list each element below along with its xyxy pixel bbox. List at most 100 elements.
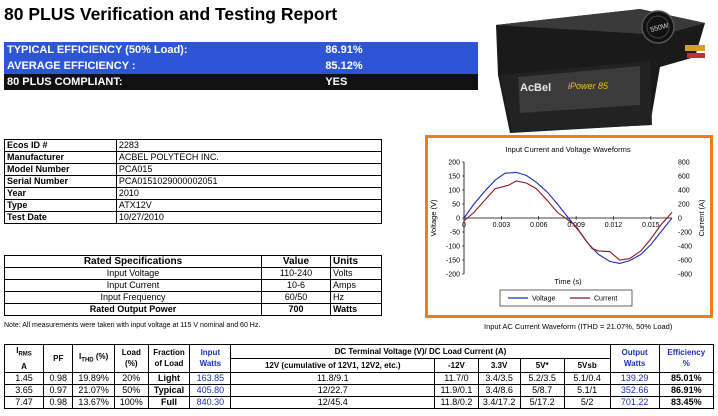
y2-tick-label: 0	[678, 216, 682, 223]
x-tick-label: 0	[462, 222, 466, 229]
output-cell: 139.29	[609, 371, 660, 385]
load-row-typical: 3.65 0.97 21.07% 50% Typical 405.80 12/2…	[3, 383, 715, 397]
fraction-cell: Full	[147, 395, 191, 409]
rated-row: Rated Output Power 700 Watts	[4, 303, 382, 316]
rated-row: Input Frequency 60/50 Hz	[4, 291, 382, 304]
rated-name: Rated Output Power	[4, 303, 262, 316]
y-tick-label: -150	[446, 258, 460, 265]
y-tick-label: -50	[450, 230, 460, 237]
efficiency-header: Efficiency%	[658, 344, 715, 373]
y-tick-label: -200	[446, 272, 460, 279]
y2-tick-label: 600	[678, 174, 690, 181]
load-row-light: 1.45 0.98 19.89% 20% Light 163.85 11.8/9…	[3, 371, 715, 385]
x-tick-label: 0.009	[567, 222, 585, 229]
v12-cell: 12/22.7	[230, 383, 436, 397]
info-row: Type ATX12V	[4, 199, 383, 212]
compliance-label: 80 PLUS COMPLIANT:	[4, 74, 322, 90]
info-value: 10/27/2010	[115, 211, 383, 224]
efficiency-cell: 83.45%	[658, 395, 715, 409]
rated-specifications-table: Rated Specifications Value Units Input V…	[4, 255, 382, 316]
info-row: Test Date 10/27/2010	[4, 211, 383, 224]
v12-cell: 11.8/9.1	[230, 371, 436, 385]
n12-cell: 11.9/0.1	[434, 383, 479, 397]
rated-header-row: Rated Specifications Value Units	[4, 255, 382, 268]
fraction-cell: Light	[147, 371, 191, 385]
info-label: Serial Number	[4, 175, 117, 188]
y2-tick-label: -200	[678, 230, 692, 237]
irms-cell: 7.47	[3, 395, 45, 409]
v33-cell: 3.4/3.5	[477, 371, 521, 385]
load-header-row: IRMS A PF ITHD (%) Load (%) Fraction of Loa…	[3, 344, 715, 373]
rated-name: Input Current	[4, 279, 262, 292]
v12-cell: 12/45.4	[230, 395, 436, 409]
y-tick-label: -100	[446, 244, 460, 251]
average-efficiency-label: AVERAGE EFFICIENCY :	[4, 58, 322, 74]
y-tick-label: 100	[448, 188, 460, 195]
v33-cell: 3.4/17.2	[477, 395, 521, 409]
efficiency-cell: 86.91%	[658, 383, 715, 397]
fraction-header: Fraction of Load	[147, 344, 191, 373]
input-watts-header: Input Watts	[189, 344, 232, 373]
pf-cell: 0.97	[43, 383, 74, 397]
y2-axis-label: Current (A)	[697, 199, 706, 237]
rated-value: 10-6	[261, 279, 331, 292]
irms-cell: 1.45	[3, 371, 45, 385]
typical-efficiency-row: TYPICAL EFFICIENCY (50% Load): 86.91%	[4, 42, 478, 58]
rated-unit: Watts	[330, 303, 382, 316]
load-cell: 20%	[113, 371, 149, 385]
v5-cell: 5/17.2	[519, 395, 565, 409]
rated-name: Input Voltage	[4, 267, 262, 280]
legend-voltage-label: Voltage	[532, 296, 555, 303]
info-row: Year 2010	[4, 187, 383, 200]
n12-cell: 11.8/0.2	[434, 395, 479, 409]
product-info-table: Ecos ID #2283 Manufacturer ACBEL POLYTECH…	[4, 139, 383, 224]
output-cell: 701.22	[609, 395, 660, 409]
y-axis-label: Voltage (V)	[429, 199, 438, 237]
output-cell: 352.66	[609, 383, 660, 397]
load-cell: 50%	[113, 383, 149, 397]
info-row: Serial Number PCA0151029000002051	[4, 175, 383, 188]
y-tick-label: 150	[448, 174, 460, 181]
info-value: 2283	[115, 139, 383, 152]
y-tick-label: 50	[452, 202, 460, 209]
x-axis-label: Time (s)	[554, 277, 582, 286]
load-cell: 100%	[113, 395, 149, 409]
x-tick-label: 0.012	[605, 222, 623, 229]
y-tick-label: 0	[456, 216, 460, 223]
info-value: ACBEL POLYTECH INC.	[115, 151, 383, 164]
x-tick-label: 0.003	[493, 222, 511, 229]
n12-header: -12V	[434, 357, 479, 373]
info-row: Ecos ID #2283	[4, 139, 383, 152]
info-value: ATX12V	[115, 199, 383, 212]
efficiency-cell: 85.01%	[658, 371, 715, 385]
ithd-cell: 19.89%	[72, 371, 115, 385]
info-label: Ecos ID #	[4, 139, 117, 152]
rated-unit: Amps	[330, 279, 382, 292]
efficiency-summary: TYPICAL EFFICIENCY (50% Load): 86.91% AV…	[4, 42, 478, 90]
info-value: PCA015	[115, 163, 383, 176]
typical-efficiency-label: TYPICAL EFFICIENCY (50% Load):	[4, 42, 322, 58]
v12-header: 12V (cumulative of 12V1, 12V2, etc.)	[230, 357, 436, 373]
n12-cell: 11.7/0	[434, 371, 479, 385]
load-header: Load (%)	[113, 344, 149, 373]
info-label: Test Date	[4, 211, 117, 224]
input-cell: 163.85	[189, 371, 232, 385]
dc-terminal-header: DC Terminal Voltage (V)/ DC Load Current…	[230, 344, 611, 359]
rated-spec-header: Rated Specifications	[4, 255, 262, 268]
info-label: Model Number	[4, 163, 117, 176]
average-efficiency-row: AVERAGE EFFICIENCY : 85.12%	[4, 58, 478, 74]
info-value: PCA0151029000002051	[115, 175, 383, 188]
power-supply-photo: 550W AcBel iPower 85	[490, 5, 710, 133]
report-title: 80 PLUS Verification and Testing Report	[4, 4, 338, 24]
compliance-row: 80 PLUS COMPLIANT: YES	[4, 74, 478, 90]
rated-unit: Hz	[330, 291, 382, 304]
irms-cell: 3.65	[3, 383, 45, 397]
rated-value: 60/50	[261, 291, 331, 304]
y2-tick-label: -600	[678, 258, 692, 265]
current-series-line	[463, 180, 673, 261]
load-test-table: IRMS A PF ITHD (%) Load (%) Fraction of Loa…	[3, 344, 715, 409]
output-watts-header: Output Watts	[609, 344, 660, 373]
compliance-value: YES	[321, 74, 478, 90]
rated-row: Input Voltage 110-240 Volts	[4, 267, 382, 280]
chart-legend	[499, 289, 633, 307]
